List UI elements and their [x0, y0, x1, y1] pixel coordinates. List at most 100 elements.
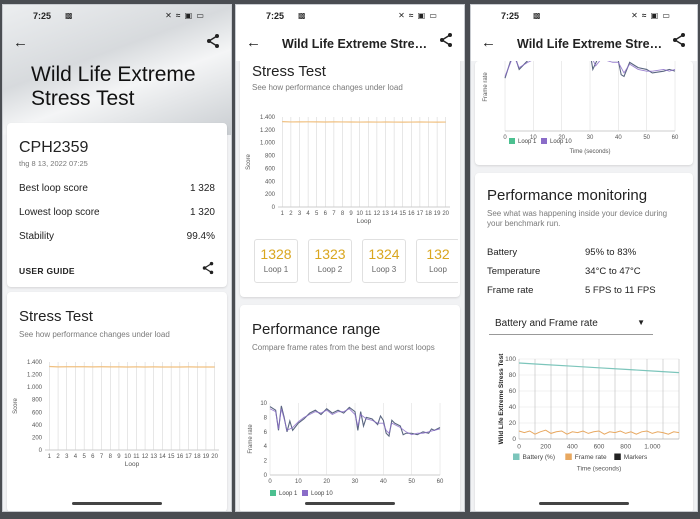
x-tick-label: 2 [289, 211, 293, 217]
x-tick-label: 18 [194, 454, 201, 460]
x-tick-label: 17 [185, 454, 192, 460]
x-tick-label: 40 [615, 135, 622, 141]
x-tick-label: 11 [133, 454, 140, 460]
home-indicator [539, 502, 629, 505]
y-tick-label: 100 [505, 356, 516, 363]
loop-score-item[interactable]: 132 Loop [416, 239, 458, 283]
app-bar-title: Wild Life Extreme Stress... [282, 37, 434, 51]
y-tick-label: 0 [39, 448, 43, 454]
phone-screen-stress: 7:25 ▩ ✕ ≈ ▣ ▭ ← Wild Life Extreme Stres… [235, 4, 465, 512]
caret-down-icon: ▼ [637, 318, 645, 327]
app-bar: ← Wild Life Extreme Stress... [236, 27, 464, 61]
y-tick-label: 600 [32, 410, 43, 416]
y-tick-label: 800 [32, 398, 43, 404]
y-tick-label: 400 [265, 179, 276, 185]
x-tick-label: 18 [425, 211, 432, 217]
stat-value: 5 FPS to 11 FPS [585, 285, 656, 296]
x-axis-label: Time (seconds) [577, 466, 622, 473]
y-tick-label: 1.200 [27, 373, 43, 379]
x-tick-label: 40 [380, 479, 387, 485]
loop-score-value: 1328 [260, 246, 292, 262]
y-tick-label: 8 [264, 415, 268, 421]
status-time: 7:25 [266, 11, 285, 21]
legend-swatch [513, 453, 520, 460]
x-tick-label: 13 [382, 211, 389, 217]
y-tick-label: 0 [272, 205, 276, 211]
stat-row-temperature: Temperature 34°C to 47°C [487, 266, 681, 277]
x-tick-label: 3 [298, 211, 302, 217]
x-tick-label: 8 [341, 211, 345, 217]
loop-score-item[interactable]: 1323 Loop 2 [308, 239, 352, 283]
performance-range-card: Performance range Compare frame rates fr… [240, 305, 460, 511]
y-tick-label: 60 [509, 388, 517, 395]
hero-banner: ← Wild Life Extreme Stress Test [3, 5, 231, 135]
stat-row-best: Best loop score 1 328 [19, 183, 215, 194]
loop-score-list[interactable]: 1328 Loop 1 1323 Loop 2 1324 Loop 3 132 … [254, 239, 458, 283]
y-tick-label: 1.000 [260, 141, 276, 147]
stat-label: Frame rate [487, 285, 534, 296]
share-icon[interactable] [201, 261, 215, 275]
sim-icon: ▩ [533, 11, 541, 20]
stress-test-card: Stress Test See how performance changes … [240, 53, 460, 297]
performance-range-card: 0 10 20 30 40 50 60 Frame rate Loop 1 Loop 10 Time… [475, 61, 693, 165]
y-tick-label: 800 [265, 154, 276, 160]
card-subtitle: Compare frame rates from the best and wo… [252, 343, 435, 352]
back-arrow-icon[interactable]: ← [13, 34, 28, 51]
sim-icon: ▩ [298, 11, 306, 20]
x-tick-label: 10 [295, 479, 302, 485]
x-tick-label: 16 [177, 454, 184, 460]
loop-score-label: Loop [429, 265, 447, 274]
share-icon[interactable] [205, 33, 221, 49]
score-series-line [282, 121, 446, 123]
home-indicator [305, 502, 395, 505]
performance-monitoring-chart: 0 20 40 60 80 100 0 200 400 600 800 1.000 Wild Life … [498, 353, 680, 473]
stat-value: 34°C to 47°C [585, 266, 641, 277]
card-subtitle: See how performance changes under load [252, 83, 403, 92]
series-line-loop-10 [504, 61, 676, 77]
chart-title: Wild Life Extreme Stress Test [498, 353, 505, 445]
x-tick-label: 16 [408, 211, 415, 217]
stress-test-chart: 1 2 3 4 5 6 7 8 9 10 11 12 13 14 15 16 17 18 19 20020040060… [13, 360, 219, 468]
share-icon[interactable] [671, 32, 687, 48]
x-axis-label: Time (seconds) [569, 149, 610, 155]
y-tick-label: 1.000 [27, 385, 43, 391]
card-title: Performance monitoring [487, 187, 648, 204]
battery-series-line [518, 362, 680, 374]
x-tick-label: 600 [594, 444, 605, 451]
legend-label: Loop 10 [311, 491, 333, 497]
status-bar: 7:25 ▩ ✕ ≈ ▣ ▭ [471, 5, 697, 27]
y-tick-label: 1.200 [260, 128, 276, 134]
y-tick-label: 0 [264, 473, 268, 479]
x-tick-label: 60 [437, 479, 444, 485]
x-tick-label: 13 [150, 454, 157, 460]
x-tick-label: 50 [643, 135, 650, 141]
stat-row-battery: Battery 95% to 83% [487, 247, 681, 258]
y-axis-label: Score [246, 154, 252, 170]
x-tick-label: 9 [117, 454, 121, 460]
x-tick-label: 10 [356, 211, 363, 217]
legend-label: Loop 10 [550, 139, 572, 145]
x-tick-label: 7 [332, 211, 336, 217]
x-tick-label: 15 [399, 211, 406, 217]
x-tick-label: 1 [48, 454, 52, 460]
user-guide-link[interactable]: USER GUIDE [19, 266, 75, 276]
framerate-series-line [518, 429, 680, 435]
x-tick-label: 19 [203, 454, 210, 460]
stat-value: 1 328 [189, 183, 215, 194]
back-arrow-icon[interactable]: ← [246, 34, 261, 51]
metric-dropdown[interactable]: Battery and Frame rate ▼ [489, 313, 653, 335]
back-arrow-icon[interactable]: ← [481, 34, 496, 51]
x-tick-label: 0 [517, 444, 521, 451]
share-icon[interactable] [438, 32, 454, 48]
legend-swatch [302, 490, 308, 496]
stress-test-chart: 1 2 3 4 5 6 7 8 9 10 11 12 13 14 15 16 17 18 19 20020040060… [246, 115, 450, 225]
loop-score-item[interactable]: 1324 Loop 3 [362, 239, 406, 283]
stat-row-stability: Stability 99.4% [19, 231, 215, 242]
x-tick-label: 2 [56, 454, 60, 460]
loop-score-item[interactable]: 1328 Loop 1 [254, 239, 298, 283]
x-tick-label: 200 [540, 444, 551, 451]
y-tick-label: 80 [509, 372, 517, 379]
status-time: 7:25 [33, 11, 52, 21]
y-tick-label: 1.400 [27, 360, 43, 366]
x-tick-label: 0 [268, 479, 272, 485]
